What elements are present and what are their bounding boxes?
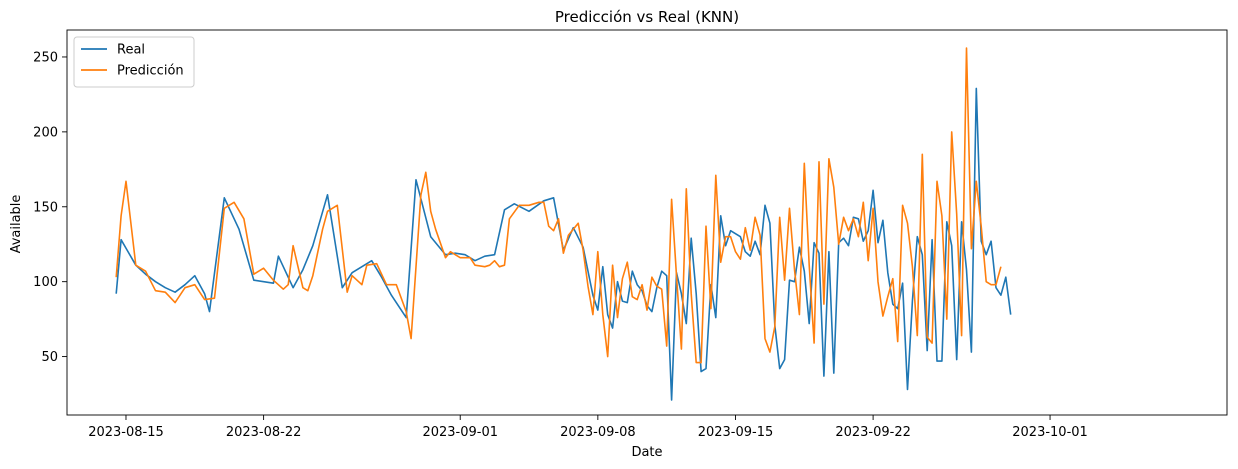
x-tick-label: 2023-09-22 [835, 425, 911, 440]
y-tick-label: 250 [33, 50, 58, 65]
chart-title: Predicción vs Real (KNN) [555, 8, 739, 26]
legend-label-real: Real [117, 43, 145, 58]
y-tick-label: 50 [41, 350, 58, 365]
y-tick-label: 150 [33, 200, 58, 215]
plot-frame [66, 29, 1228, 416]
legend: Real Predicción [73, 36, 195, 88]
series-line-real [115, 87, 1012, 401]
x-axis-title: Date [631, 445, 662, 460]
x-tick-label: 2023-09-01 [422, 425, 498, 440]
series-line-prediccion [115, 47, 1002, 364]
x-tick-label: 2023-08-15 [88, 425, 164, 440]
y-tick-label: 100 [33, 275, 58, 290]
y-axis-title: Available [9, 195, 24, 254]
legend-label-prediccion: Predicción [117, 64, 184, 79]
y-tick-label: 200 [33, 125, 58, 140]
x-tick-label: 2023-08-22 [226, 425, 302, 440]
plot-area [115, 47, 1012, 401]
x-tick-label: 2023-09-08 [560, 425, 636, 440]
axes: 2023-08-15 2023-08-22 2023-09-01 2023-09-08… [33, 29, 1228, 440]
x-tick-label: 2023-10-01 [1012, 425, 1088, 440]
x-tick-label: 2023-09-15 [698, 425, 774, 440]
